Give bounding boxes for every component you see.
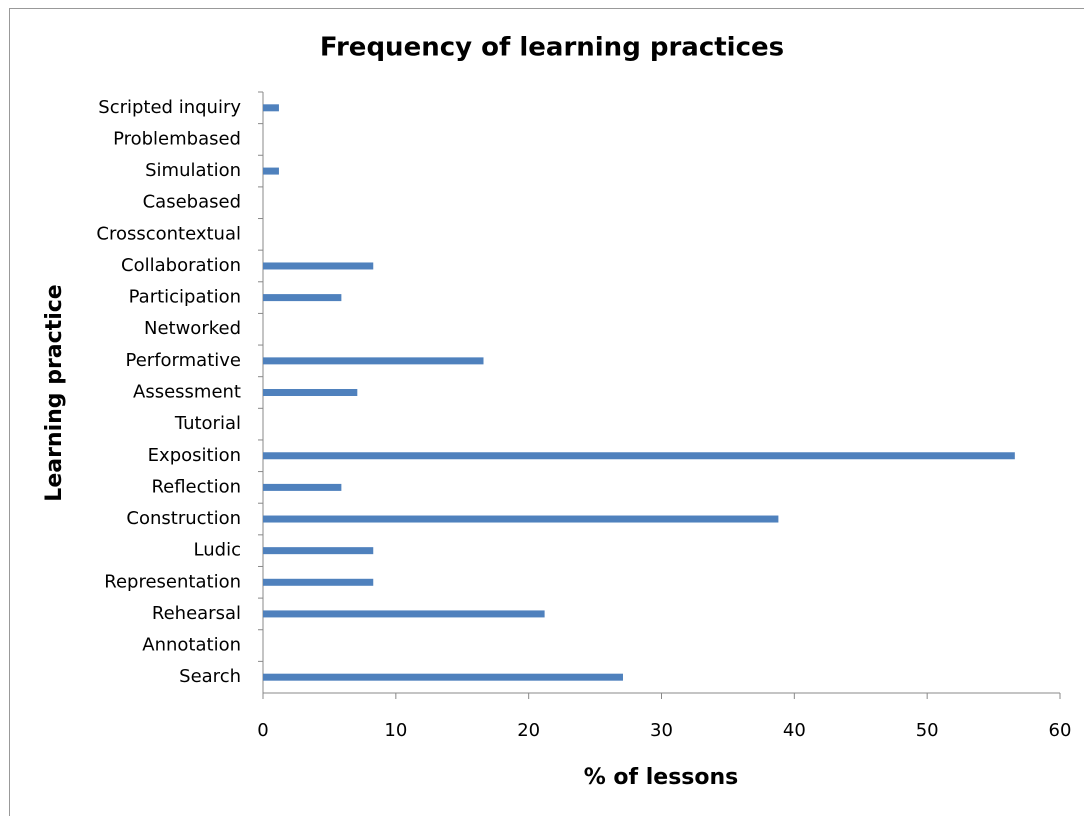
y-tick-label: Participation xyxy=(129,287,241,308)
chart-border xyxy=(9,8,1084,816)
y-tick-label: Annotation xyxy=(142,635,241,656)
y-tick-label: Construction xyxy=(126,508,241,529)
y-tick-label: Crosscontextual xyxy=(96,223,241,244)
x-tick-label: 10 xyxy=(384,720,407,741)
y-tick-label: Tutorial xyxy=(174,413,241,434)
y-tick-label: Representation xyxy=(104,571,241,592)
x-tick-label: 30 xyxy=(650,720,673,741)
chart-title: Frequency of learning practices xyxy=(320,33,784,63)
y-tick-label: Casebased xyxy=(143,192,241,213)
y-tick-label: Ludic xyxy=(194,540,241,561)
bar xyxy=(263,389,358,396)
y-tick-label: Scripted inquiry xyxy=(98,97,241,118)
y-tick-label: Rehearsal xyxy=(152,603,241,624)
y-tick-label: Problembased xyxy=(113,128,241,149)
bar xyxy=(263,483,342,491)
bar xyxy=(263,515,779,523)
bar xyxy=(263,673,623,681)
bar xyxy=(263,610,545,618)
y-tick-label: Networked xyxy=(144,318,241,339)
bar xyxy=(263,578,374,586)
bar xyxy=(263,357,484,365)
bar xyxy=(263,167,279,175)
x-tick-label: 50 xyxy=(916,720,939,741)
x-tick-label: 60 xyxy=(1049,720,1072,741)
x-tick-label: 20 xyxy=(517,720,540,741)
bar xyxy=(263,104,279,112)
x-axis-label: % of lessons xyxy=(584,765,739,790)
bar xyxy=(263,452,1015,460)
bar xyxy=(263,294,342,302)
y-tick-label: Assessment xyxy=(133,382,241,403)
x-tick-label: 40 xyxy=(783,720,806,741)
y-tick-label: Exposition xyxy=(148,445,241,466)
x-tick-label: 0 xyxy=(257,720,268,741)
y-tick-label: Collaboration xyxy=(121,255,241,276)
y-tick-label: Performative xyxy=(126,350,241,371)
y-axis-label: Learning practice xyxy=(42,284,67,501)
y-tick-label: Reflection xyxy=(151,476,241,497)
y-tick-label: Simulation xyxy=(145,160,241,181)
y-tick-label: Search xyxy=(179,666,241,687)
bar xyxy=(263,262,374,270)
bar xyxy=(263,547,374,555)
